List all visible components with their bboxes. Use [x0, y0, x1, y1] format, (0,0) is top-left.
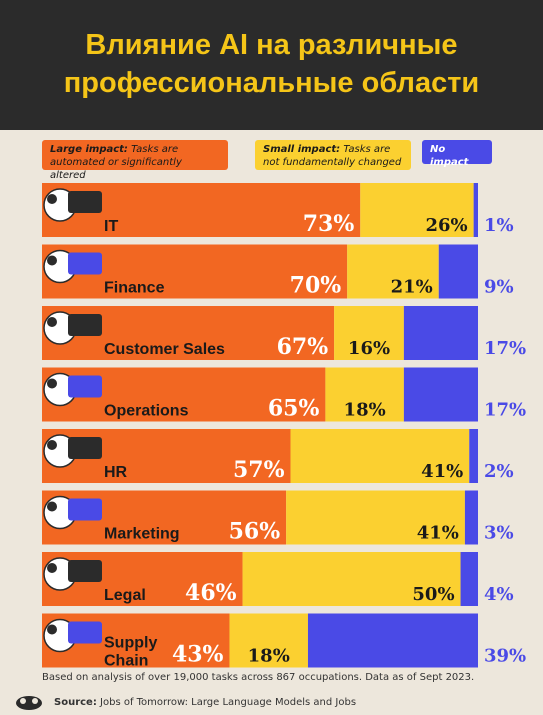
it-worker-icon: [43, 188, 102, 222]
label-small-hr: 41%: [421, 461, 463, 482]
label-large-operations: 65%: [268, 396, 320, 422]
hr-icon-screen: [68, 437, 102, 459]
label-none-customer-sales: 17%: [484, 338, 526, 359]
label-none-legal: 4%: [484, 584, 514, 605]
label-none-hr: 2%: [484, 461, 514, 482]
category-label-hr: HR: [104, 464, 128, 481]
label-none-it: 1%: [484, 215, 514, 236]
legal-icon-screen: [68, 560, 102, 582]
bar-operations-no-impact: [403, 367, 478, 422]
bar-marketing-small-impact: [286, 490, 465, 545]
marketing-icon-screen: [68, 498, 102, 521]
it-worker-icon-head: [47, 194, 57, 204]
legend-none-title: No impact: [430, 144, 469, 168]
supply-chain-icon-head: [47, 624, 57, 635]
category-label-finance: Finance: [104, 280, 165, 297]
bar-hr-small-impact: [290, 429, 470, 483]
hr-icon-head: [47, 440, 57, 450]
legend-small-impact: Small impact: Tasks are not fundamentall…: [255, 140, 411, 170]
title-line-1: Влияние AI на различные: [85, 29, 458, 61]
legend-small-desc: Tasks are not fundamentally changed: [263, 144, 402, 168]
label-none-supply-chain: 39%: [484, 646, 526, 667]
legend-large-desc: Tasks are automated or significantly alt…: [50, 144, 182, 181]
finance-icon-screen: [68, 252, 102, 275]
operations-icon-screen: [68, 375, 102, 398]
supply-chain-icon: [43, 618, 102, 653]
legend-large-title: Large impact:: [50, 144, 128, 155]
category-label-customer-sales: Customer Sales: [104, 341, 225, 358]
label-none-operations: 17%: [484, 400, 526, 421]
label-small-it: 26%: [425, 215, 467, 236]
supply-chain-icon-screen: [68, 621, 102, 644]
legend-small-title: Small impact:: [263, 144, 341, 155]
category-label-it: IT: [104, 218, 118, 235]
source-text: Jobs of Tomorrow: Large Language Models …: [100, 697, 357, 708]
label-small-legal: 50%: [412, 584, 454, 605]
legend-large-impact: Large impact: Tasks are automated or sig…: [42, 140, 228, 181]
label-large-legal: 46%: [185, 580, 237, 606]
marketing-icon: [43, 495, 102, 530]
label-small-operations: 18%: [344, 400, 386, 421]
category-label-operations: Operations: [104, 403, 189, 420]
label-large-hr: 57%: [233, 457, 285, 483]
label-none-finance: 9%: [484, 277, 514, 298]
hr-icon: [43, 434, 102, 468]
bar-finance-small-impact: [347, 244, 439, 299]
label-small-finance: 21%: [391, 277, 433, 298]
label-large-marketing: 56%: [229, 519, 281, 545]
customer-sales-icon-head: [47, 317, 57, 327]
bar-supply-chain-no-impact: [307, 613, 478, 668]
page-title: Влияние AI на различные профессиональные…: [0, 26, 543, 102]
bar-legal-small-impact: [242, 552, 461, 606]
finance-icon: [43, 249, 102, 284]
category-label-legal: Legal: [104, 587, 146, 604]
bar-it-no-impact: [473, 183, 478, 237]
finance-icon-head: [47, 255, 57, 266]
customer-sales-icon-screen: [68, 314, 102, 336]
label-small-supply-chain: 18%: [248, 646, 290, 667]
bar-hr-no-impact: [469, 429, 478, 483]
bar-operations-small-impact: [325, 367, 404, 422]
header: Влияние AI на различные профессиональные…: [0, 0, 543, 130]
bar-finance-no-impact: [438, 244, 478, 299]
it-worker-icon-screen: [68, 191, 102, 213]
source-line: Source: Jobs of Tomorrow: Large Language…: [54, 697, 356, 708]
bar-legal-no-impact: [460, 552, 478, 606]
title-line-2: профессиональные области: [63, 67, 480, 99]
operations-icon-head: [47, 378, 57, 389]
legal-icon: [43, 557, 102, 591]
label-large-finance: 70%: [290, 273, 342, 299]
category-label-marketing: Marketing: [104, 526, 180, 543]
legal-icon-head: [47, 563, 57, 573]
category-label-supply-chain: Supply Chain: [104, 635, 157, 670]
operations-icon: [43, 372, 102, 407]
source-label: Source:: [54, 697, 97, 708]
bar-marketing-no-impact: [464, 490, 478, 545]
source-logo-icon: [16, 696, 42, 710]
customer-sales-icon: [43, 311, 102, 345]
bar-supply-chain-small-impact: [229, 613, 308, 668]
label-large-it: 73%: [303, 211, 355, 237]
label-small-marketing: 41%: [417, 523, 459, 544]
footnote: Based on analysis of over 19,000 tasks a…: [42, 672, 475, 683]
legend-no-impact: No impact: [422, 140, 492, 168]
label-large-customer-sales: 67%: [277, 334, 329, 360]
label-none-marketing: 3%: [484, 523, 514, 544]
marketing-icon-head: [47, 501, 57, 512]
label-large-supply-chain: 43%: [172, 642, 224, 668]
bar-customer-sales-small-impact: [334, 306, 404, 360]
label-small-customer-sales: 16%: [348, 338, 390, 359]
bar-it-small-impact: [360, 183, 474, 237]
bar-customer-sales-no-impact: [403, 306, 478, 360]
